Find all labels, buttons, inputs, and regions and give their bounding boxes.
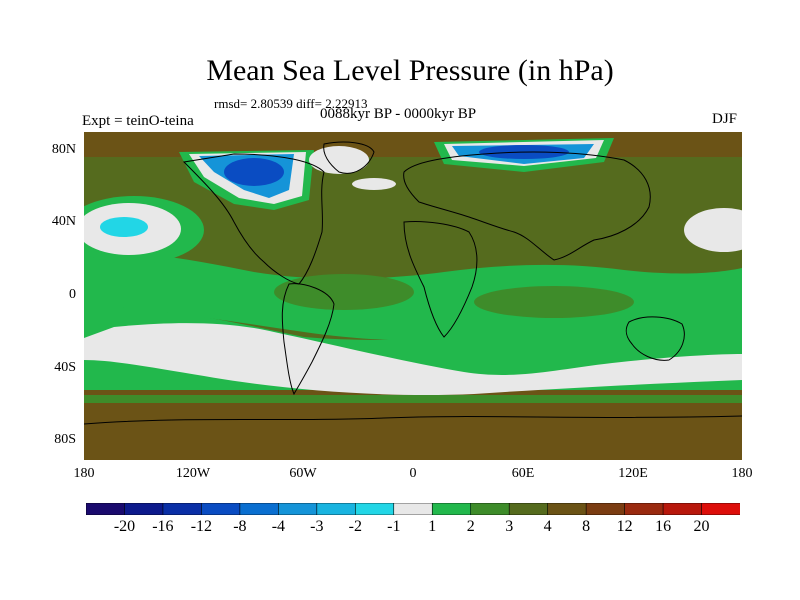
colorbar-swatch xyxy=(662,503,703,515)
lon-label: 120E xyxy=(618,466,648,481)
lon-label: 180 xyxy=(731,466,753,481)
colorbar-label: 4 xyxy=(543,518,552,535)
colorbar-swatch xyxy=(354,503,395,515)
atlantic-pocket xyxy=(274,274,414,310)
iceland-white xyxy=(352,178,396,190)
colorbar-swatch xyxy=(239,503,280,515)
colorbar-label: 3 xyxy=(505,518,514,535)
coast-greenland xyxy=(323,141,375,174)
colorbar xyxy=(86,503,740,515)
colorbar-swatch xyxy=(393,503,434,515)
colorbar-label: -2 xyxy=(348,518,362,535)
pressure-map xyxy=(84,132,742,460)
coast-south-america xyxy=(281,283,335,396)
colorbar-swatch xyxy=(585,503,626,515)
colorbar-swatch xyxy=(278,503,318,515)
colorbar-swatch xyxy=(316,503,357,515)
lon-label: 120W xyxy=(175,466,211,481)
colorbar-swatch xyxy=(547,503,587,515)
colorbar-swatch xyxy=(701,503,740,515)
colorbar-swatch xyxy=(470,503,510,515)
colorbar-label: -4 xyxy=(271,518,286,535)
lon-label: 180 xyxy=(73,466,95,481)
east-pacific-white xyxy=(684,208,742,252)
colorbar-swatch xyxy=(124,503,164,515)
coast-antarctica xyxy=(84,415,742,425)
coastlines xyxy=(84,141,742,425)
colorbar-label: -20 xyxy=(113,518,136,535)
lon-label: 60E xyxy=(511,466,535,481)
experiment-label: Expt = teinO-teina xyxy=(82,113,194,129)
southern-white-band xyxy=(84,323,742,396)
chart-title: Mean Sea Level Pressure (in hPa) xyxy=(206,54,614,87)
southern-dark-band xyxy=(84,395,742,403)
colorbar-label: -16 xyxy=(152,518,174,535)
season-label: DJF xyxy=(712,111,738,127)
colorbar-label: 1 xyxy=(428,518,437,535)
colorbar-label: 8 xyxy=(582,518,591,535)
colorbar-label: 20 xyxy=(693,518,710,535)
lat-label: 40S xyxy=(54,360,76,375)
colorbar-label: -12 xyxy=(190,518,213,535)
coast-eurasia xyxy=(403,151,651,261)
colorbar-label: -8 xyxy=(233,518,247,535)
lat-label: 40N xyxy=(51,214,76,229)
lon-label: 60W xyxy=(289,466,317,481)
colorbar-label: 16 xyxy=(655,518,672,535)
north-america-core xyxy=(224,158,284,186)
period-text: 0088kyr BP - 0000kyr BP xyxy=(320,106,477,122)
colorbar-label: -1 xyxy=(387,518,401,535)
lat-label: 0 xyxy=(69,287,76,302)
lat-label: 80N xyxy=(51,142,76,157)
indian-pocket xyxy=(474,286,634,318)
north-pacific-cyan xyxy=(100,217,148,237)
lat-label: 80S xyxy=(54,432,76,447)
colorbar-label: 12 xyxy=(616,518,633,535)
tropical-green-belt xyxy=(84,251,742,341)
colorbar-swatch xyxy=(86,503,126,515)
coast-australia xyxy=(625,316,685,361)
colorbar-label: -3 xyxy=(310,518,324,535)
lon-label: 0 xyxy=(409,466,417,481)
coast-africa xyxy=(403,221,478,338)
stats-text: rmsd= 2.80539 diff= 2.22913 xyxy=(214,96,368,111)
colorbar-swatch xyxy=(431,503,472,515)
colorbar-swatch xyxy=(508,503,549,515)
colorbar-swatch xyxy=(624,503,664,515)
colorbar-label: 2 xyxy=(466,518,475,535)
colorbar-swatch xyxy=(201,503,241,515)
colorbar-swatch xyxy=(162,503,203,515)
